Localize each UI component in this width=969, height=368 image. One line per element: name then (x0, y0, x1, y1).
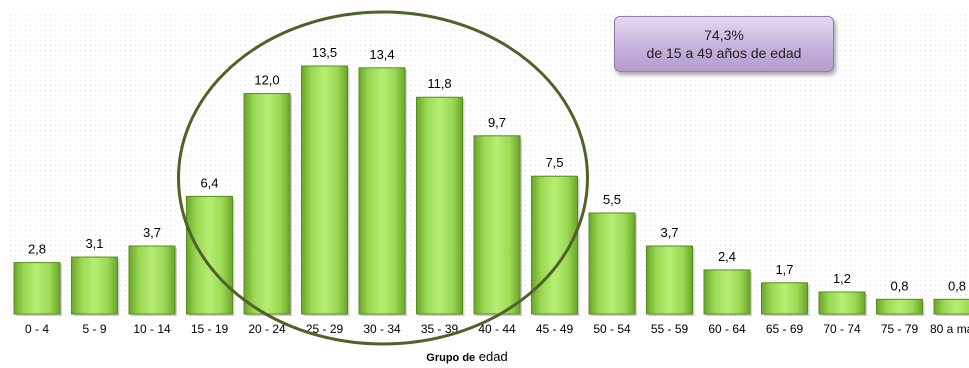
value-label-25-29: 13,5 (312, 45, 337, 60)
bar-10-14 (128, 245, 176, 315)
tick-label-15-19: 15 - 19 (191, 322, 229, 336)
bar-65-69 (761, 282, 808, 315)
tick-label-65-69: 65 - 69 (766, 322, 804, 336)
bar-40-44 (473, 135, 521, 315)
value-label-35-39: 11,8 (427, 76, 451, 91)
x-axis-title: Grupo de edad (426, 349, 507, 364)
value-label-55-59: 3,7 (660, 225, 678, 240)
bar-80-a-m-s (933, 298, 969, 315)
value-label-50-54: 5,5 (603, 192, 621, 207)
bar-15-19 (186, 195, 233, 315)
value-label-75-79: 0,8 (890, 278, 908, 293)
value-label-5-9: 3,1 (85, 236, 103, 251)
bar-20-24 (243, 93, 291, 315)
tick-label-75-79: 75 - 79 (881, 322, 919, 336)
value-label-60-64: 2,4 (718, 249, 736, 264)
annotation-description: de 15 a 49 años de edad (646, 45, 802, 61)
bar-25-29 (301, 65, 348, 315)
bar-75-79 (876, 298, 923, 315)
value-label-30-34: 13,4 (369, 47, 394, 62)
value-label-0-4: 2,8 (28, 242, 46, 257)
value-label-10-14: 3,7 (143, 225, 161, 240)
value-label-70-74: 1,2 (833, 271, 851, 286)
tick-label-50-54: 50 - 54 (593, 322, 631, 336)
tick-label-25-29: 25 - 29 (306, 322, 344, 336)
value-label-65-69: 1,7 (775, 262, 793, 277)
tick-label-35-39: 35 - 39 (421, 322, 459, 336)
value-label-45-49: 7,5 (545, 155, 563, 170)
bar-35-39 (416, 96, 463, 315)
tick-labels-layer: 0 - 4 5 - 9 10 - 14 15 - 19 20 - 24 25 - 29 30… (25, 322, 969, 336)
bar-50-54 (588, 212, 636, 315)
bar-60-64 (703, 269, 751, 315)
tick-label-60-64: 60 - 64 (708, 322, 746, 336)
tick-label-70-74: 70 - 74 (823, 322, 861, 336)
tick-label-0-4: 0 - 4 (25, 322, 49, 336)
value-label-20-24: 12,0 (254, 73, 279, 88)
annotation-percentage: 74,3% (704, 27, 744, 43)
bar-70-74 (818, 291, 866, 315)
tick-label-20-24: 20 - 24 (248, 322, 286, 336)
tick-label-40-44: 40 - 44 (478, 322, 516, 336)
bar-0-4 (13, 262, 61, 315)
value-labels-layer: 2,8 3,1 3,7 6,4 12,0 13,5 13,4 11,8 9,7 7,5 5,5 3,7… (28, 45, 966, 293)
x-axis-title-rest: edad (475, 349, 508, 364)
tick-label-30-34: 30 - 34 (363, 322, 401, 336)
tick-label-5-9: 5 - 9 (82, 322, 106, 336)
value-label-15-19: 6,4 (200, 175, 218, 190)
highlight-ellipse (177, 10, 589, 346)
tick-label-80-a-m-s: 80 a más (930, 322, 969, 336)
tick-label-45-49: 45 - 49 (536, 322, 574, 336)
tick-label-55-59: 55 - 59 (651, 322, 689, 336)
annotation-box: 74,3% de 15 a 49 años de edad (614, 16, 834, 72)
value-label-40-44: 9,7 (488, 115, 506, 130)
bar-55-59 (646, 245, 693, 315)
bar-5-9 (71, 256, 118, 315)
x-axis-title-bold: Grupo de (426, 352, 475, 364)
tick-label-10-14: 10 - 14 (133, 322, 171, 336)
value-label-80-a-m-s: 0,8 (948, 278, 966, 293)
bar-30-34 (358, 67, 406, 315)
